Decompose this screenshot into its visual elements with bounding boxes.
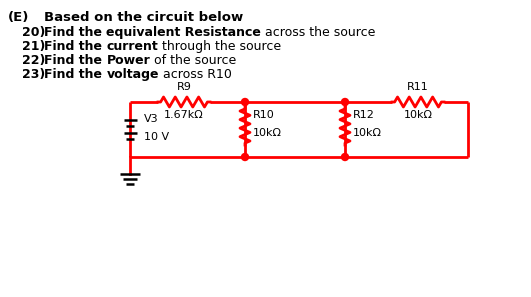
Text: current: current — [106, 40, 158, 53]
Text: Find the: Find the — [44, 26, 106, 39]
Text: V3: V3 — [144, 113, 159, 124]
Text: R10: R10 — [253, 110, 275, 120]
Text: 10kΩ: 10kΩ — [253, 128, 282, 138]
Text: equivalent Resistance: equivalent Resistance — [106, 26, 261, 39]
Text: R12: R12 — [353, 110, 375, 120]
Text: 1.67kΩ: 1.67kΩ — [164, 110, 204, 120]
Text: 10kΩ: 10kΩ — [353, 128, 382, 138]
Text: R9: R9 — [177, 82, 192, 92]
Text: 23): 23) — [22, 68, 45, 81]
Text: 10 V: 10 V — [144, 132, 169, 141]
Text: 21): 21) — [22, 40, 45, 53]
Text: across R10: across R10 — [159, 68, 232, 81]
Circle shape — [242, 154, 249, 160]
Circle shape — [341, 154, 348, 160]
Text: 10kΩ: 10kΩ — [404, 110, 433, 120]
Text: voltage: voltage — [106, 68, 159, 81]
Circle shape — [341, 99, 348, 105]
Text: Find the: Find the — [44, 40, 106, 53]
Text: Based on the circuit below: Based on the circuit below — [44, 11, 243, 24]
Text: (E): (E) — [8, 11, 29, 24]
Text: through the source: through the source — [158, 40, 281, 53]
Text: Find the: Find the — [44, 68, 106, 81]
Circle shape — [242, 99, 249, 105]
Text: Power: Power — [106, 54, 150, 67]
Text: Find the: Find the — [44, 54, 106, 67]
Text: 22): 22) — [22, 54, 45, 67]
Text: 20): 20) — [22, 26, 45, 39]
Text: R11: R11 — [407, 82, 429, 92]
Text: across the source: across the source — [261, 26, 375, 39]
Text: of the source: of the source — [150, 54, 236, 67]
